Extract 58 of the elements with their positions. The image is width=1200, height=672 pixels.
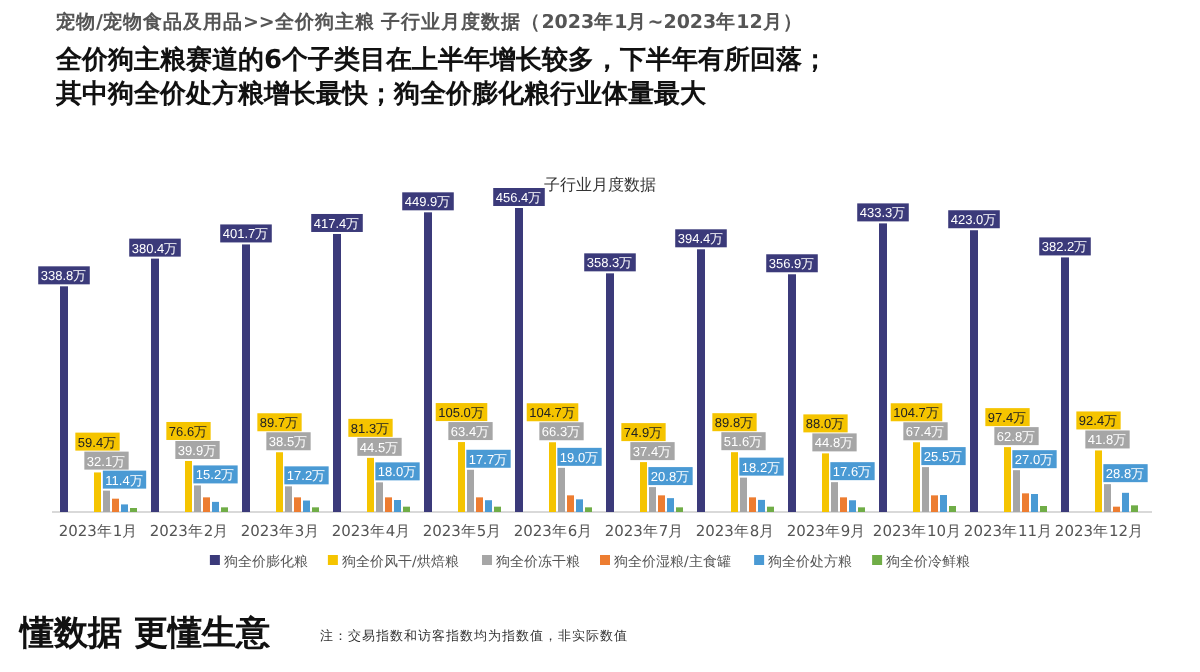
bar <box>185 460 192 512</box>
bar <box>1022 493 1029 512</box>
bar <box>849 500 856 512</box>
bar <box>103 490 110 512</box>
bar <box>667 498 674 512</box>
bar <box>931 495 938 512</box>
bar <box>467 469 474 512</box>
bar <box>112 498 119 512</box>
bar <box>194 485 201 512</box>
bar <box>476 497 483 512</box>
bar <box>1004 447 1011 512</box>
bar <box>303 500 310 512</box>
bar <box>922 467 929 512</box>
bar <box>831 482 838 512</box>
bar <box>640 462 647 512</box>
bar <box>1131 505 1138 512</box>
bar <box>294 497 301 512</box>
bar <box>1040 506 1047 512</box>
text: 懂数据 更懂生意 <box>18 614 272 654</box>
bar <box>649 487 656 512</box>
bar <box>658 495 665 512</box>
bar <box>549 442 556 512</box>
bar <box>285 486 292 512</box>
bar <box>731 452 738 512</box>
bar <box>376 482 383 512</box>
bar <box>1031 494 1038 512</box>
bar <box>494 506 501 512</box>
bar <box>203 497 210 512</box>
bar <box>567 495 574 512</box>
bar <box>385 497 392 512</box>
chart-subtitle: 子行业月度数据 <box>544 176 656 194</box>
chart-title: 全价狗主粮赛道的6个子类目在上半年增长较多，下半年有所回落；其中狗全价处方粮增长最快；狗全价膨化粮行业体量最大 <box>54 44 829 110</box>
bar <box>1095 450 1102 512</box>
bar <box>749 497 756 512</box>
bar <box>822 453 829 512</box>
bar <box>1122 492 1129 512</box>
bar <box>949 506 956 512</box>
bar <box>740 477 747 512</box>
bar <box>212 501 219 512</box>
bar <box>913 442 920 512</box>
bar <box>403 506 410 512</box>
bar <box>367 457 374 512</box>
bar <box>94 472 101 512</box>
bar <box>1013 470 1020 512</box>
bar <box>840 497 847 512</box>
bar <box>276 452 283 512</box>
bar <box>485 500 492 512</box>
bar <box>767 506 774 512</box>
bar <box>758 499 765 512</box>
text: 宠物/宠物食品及用品>>全价狗主粮 子行业月度数据（2023年1月~2023年12月） <box>54 10 803 34</box>
bar <box>576 499 583 512</box>
bar <box>394 500 401 512</box>
bar <box>458 442 465 512</box>
bar <box>1113 506 1120 512</box>
bar <box>940 495 947 512</box>
bar <box>1104 484 1111 512</box>
bar <box>121 504 128 512</box>
bar <box>558 467 565 512</box>
